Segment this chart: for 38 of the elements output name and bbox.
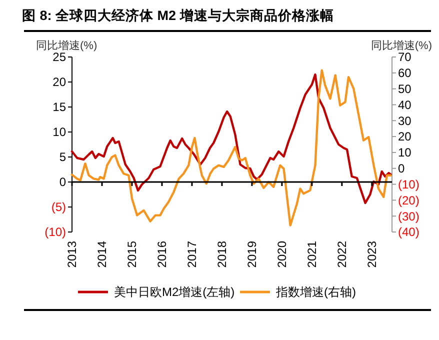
y2-tick-label: 30 <box>398 114 412 128</box>
x-tick-label: 2014 <box>95 240 110 268</box>
x-tick-label: 2019 <box>245 240 260 268</box>
line-series <box>70 73 392 204</box>
y2-axis-title: 同比增速(%) <box>370 39 432 52</box>
y2-tick-label: (40) <box>398 225 420 240</box>
chart-title: 图 8: 全球四大经济体 M2 增速与大宗商品价格涨幅 <box>22 7 334 23</box>
y2-tick-label: (20) <box>398 193 420 208</box>
y2-tick-label: 50 <box>398 82 412 96</box>
line-series <box>70 69 392 226</box>
x-tick-label: 2015 <box>125 240 140 268</box>
x-tick-label: 2016 <box>155 240 170 268</box>
y-tick-label: 25 <box>52 50 66 64</box>
y-tick-label: 0 <box>59 175 66 190</box>
y-tick-label: 20 <box>52 75 66 90</box>
y2-tick-label: 60 <box>398 66 412 80</box>
y-tick-label: (10) <box>44 225 66 240</box>
y-axis-title: 同比增速(%) <box>36 39 98 52</box>
x-tick-label: 2017 <box>185 240 200 268</box>
y2-tick-label: 40 <box>398 98 412 112</box>
x-tick-label: 2020 <box>275 240 290 268</box>
legend-label: 美中日欧M2增速(左轴) <box>114 285 235 300</box>
y2-tick-label: 10 <box>398 146 412 160</box>
y-tick-label: 5 <box>59 150 66 164</box>
y-tick-label: 10 <box>52 125 66 140</box>
y-tick-label: (5) <box>51 200 66 214</box>
y2-tick-label: (30) <box>398 209 420 224</box>
x-tick-label: 2021 <box>305 240 320 268</box>
x-tick-label: 2013 <box>65 240 80 268</box>
y2-tick-label: 20 <box>398 130 412 144</box>
y2-tick-label: (10) <box>398 177 420 192</box>
y2-tick-label: 70 <box>398 50 412 64</box>
legend-label: 指数增速(右轴) <box>275 285 356 300</box>
x-tick-label: 2018 <box>215 240 230 268</box>
y-tick-label: 15 <box>52 100 66 114</box>
x-tick-label: 2022 <box>335 240 350 268</box>
y2-tick-label: 0 <box>398 162 405 176</box>
x-tick-label: 2023 <box>365 240 380 268</box>
